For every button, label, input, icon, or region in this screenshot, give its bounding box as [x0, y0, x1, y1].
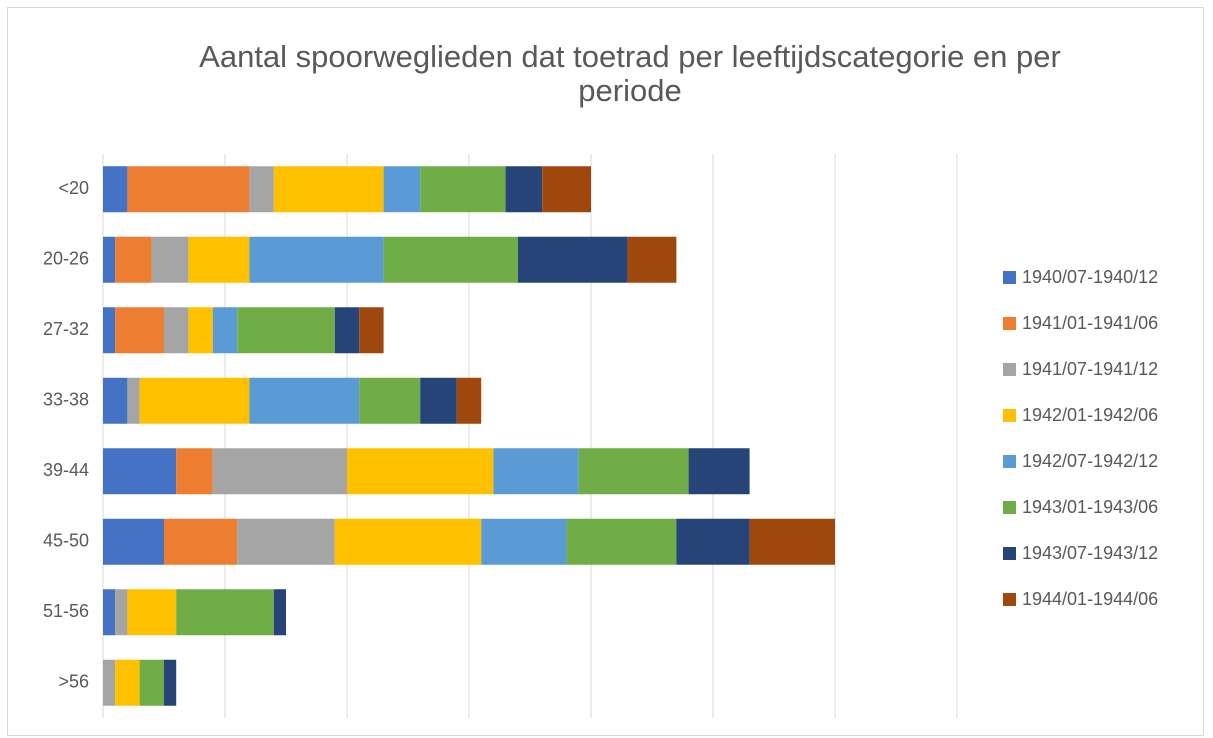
- bar-segment: [176, 448, 213, 495]
- y-tick-label: 20-26: [43, 249, 89, 269]
- bar-segment: [749, 518, 835, 565]
- legend-swatch: [1003, 409, 1016, 422]
- bar-segment: [164, 518, 238, 565]
- bar-segment: [383, 166, 421, 213]
- bar-segment: [420, 166, 506, 213]
- bar-segment: [273, 589, 286, 636]
- bar-segment: [481, 518, 567, 565]
- bar-segment: [688, 448, 750, 495]
- bar-segment: [676, 518, 750, 565]
- bar-segment: [347, 448, 494, 495]
- legend-label: 1941/07-1941/12: [1022, 359, 1158, 379]
- bar-segment: [164, 659, 177, 706]
- y-tick-label: 51-56: [43, 601, 89, 621]
- legend-label: 1941/01-1941/06: [1022, 313, 1158, 333]
- bar-segment: [359, 377, 421, 424]
- bar-segment: [578, 448, 689, 495]
- legend-swatch: [1003, 271, 1016, 284]
- bar-segment: [176, 589, 274, 636]
- bar-segment: [139, 377, 250, 424]
- y-tick-label: 45-50: [43, 531, 89, 551]
- bar-segment: [151, 236, 189, 283]
- legend-swatch: [1003, 501, 1016, 514]
- bar-segment: [505, 166, 543, 213]
- y-tick-label: 33-38: [43, 390, 89, 410]
- bar-segment: [103, 589, 116, 636]
- y-tick-label: <20: [58, 178, 89, 198]
- bar-segment: [127, 589, 177, 636]
- bar-segment: [127, 377, 140, 424]
- legend-label: 1943/01-1943/06: [1022, 497, 1158, 517]
- bar-segment: [188, 307, 213, 354]
- legend-label: 1942/01-1942/06: [1022, 405, 1158, 425]
- bar-segment: [627, 236, 677, 283]
- bar-segment: [383, 236, 518, 283]
- bar-segment: [115, 659, 140, 706]
- legend-swatch: [1003, 547, 1016, 560]
- bar-segment: [237, 307, 335, 354]
- legend-label: 1940/07-1940/12: [1022, 267, 1158, 287]
- bar-segment: [273, 166, 384, 213]
- bar-segment: [334, 307, 360, 354]
- bar-segment: [103, 448, 177, 495]
- bar-segment: [493, 448, 579, 495]
- bar-segment: [103, 377, 128, 424]
- y-tick-label: 27-32: [43, 319, 89, 339]
- bar-segment: [334, 518, 482, 565]
- bar-segment: [212, 448, 347, 495]
- bar-segment: [517, 236, 628, 283]
- bar-segment: [103, 518, 164, 565]
- bar-segment: [115, 307, 164, 354]
- chart-title: Aantal spoorweglieden dat toetrad per le…: [199, 39, 1061, 108]
- bar-segment: [359, 307, 384, 354]
- bar-segment: [139, 659, 164, 706]
- legend-swatch: [1003, 455, 1016, 468]
- legend-swatch: [1003, 363, 1016, 376]
- legend-swatch: [1003, 593, 1016, 606]
- bar-segment: [566, 518, 677, 565]
- legend-label: 1944/01-1944/06: [1022, 589, 1158, 609]
- legend-label: 1943/07-1943/12: [1022, 543, 1158, 563]
- chart-frame: [7, 7, 1204, 736]
- bar-segment: [212, 307, 238, 354]
- bar-segment: [103, 659, 116, 706]
- bar-segment: [188, 236, 250, 283]
- y-tick-label: 39-44: [43, 460, 89, 480]
- bar-segment: [456, 377, 482, 424]
- bar-segment: [115, 236, 152, 283]
- bar-segment: [127, 166, 250, 213]
- y-tick-label: >56: [58, 672, 89, 692]
- bar-segment: [249, 166, 274, 213]
- bar-segment: [103, 166, 128, 213]
- bar-segment: [164, 307, 189, 354]
- bar-segment: [115, 589, 128, 636]
- bar-segment: [542, 166, 591, 213]
- bar-segment: [103, 307, 116, 354]
- bar-segment: [420, 377, 457, 424]
- bar-segment: [249, 236, 384, 283]
- legend-label: 1942/07-1942/12: [1022, 451, 1158, 471]
- legend-swatch: [1003, 317, 1016, 330]
- bar-segment: [103, 236, 116, 283]
- bar-segment: [237, 518, 335, 565]
- bar-segment: [249, 377, 360, 424]
